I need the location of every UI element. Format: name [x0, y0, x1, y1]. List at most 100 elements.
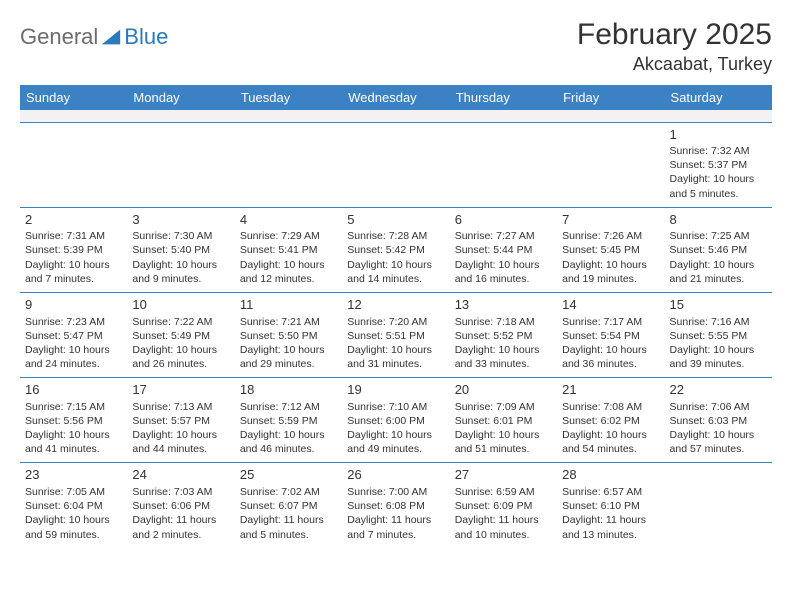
- sunset: Sunset: 5:54 PM: [562, 329, 659, 343]
- location: Akcaabat, Turkey: [577, 54, 772, 75]
- day-number: 6: [455, 211, 552, 229]
- calendar-cell: 20Sunrise: 7:09 AMSunset: 6:01 PMDayligh…: [450, 378, 557, 463]
- day-number: 23: [25, 466, 122, 484]
- daylight: Daylight: 10 hours and 24 minutes.: [25, 343, 122, 371]
- daylight: Daylight: 10 hours and 36 minutes.: [562, 343, 659, 371]
- day-info: Sunrise: 7:12 AMSunset: 5:59 PMDaylight:…: [240, 400, 337, 457]
- calendar-cell: 7Sunrise: 7:26 AMSunset: 5:45 PMDaylight…: [557, 207, 664, 292]
- sunset: Sunset: 6:09 PM: [455, 499, 552, 513]
- day-info: Sunrise: 7:25 AMSunset: 5:46 PMDaylight:…: [670, 229, 767, 286]
- sunset: Sunset: 5:55 PM: [670, 329, 767, 343]
- calendar-cell: [450, 122, 557, 207]
- daylight: Daylight: 10 hours and 5 minutes.: [670, 172, 767, 200]
- calendar-cell: 12Sunrise: 7:20 AMSunset: 5:51 PMDayligh…: [342, 292, 449, 377]
- sunrise: Sunrise: 7:13 AM: [132, 400, 229, 414]
- daylight: Daylight: 10 hours and 54 minutes.: [562, 428, 659, 456]
- day-number: 24: [132, 466, 229, 484]
- dayname-friday: Friday: [557, 85, 664, 110]
- daylight: Daylight: 10 hours and 46 minutes.: [240, 428, 337, 456]
- sunrise: Sunrise: 6:59 AM: [455, 485, 552, 499]
- daylight: Daylight: 11 hours and 13 minutes.: [562, 513, 659, 541]
- sunrise: Sunrise: 7:00 AM: [347, 485, 444, 499]
- calendar-cell: 3Sunrise: 7:30 AMSunset: 5:40 PMDaylight…: [127, 207, 234, 292]
- day-info: Sunrise: 7:21 AMSunset: 5:50 PMDaylight:…: [240, 315, 337, 372]
- day-info: Sunrise: 7:16 AMSunset: 5:55 PMDaylight:…: [670, 315, 767, 372]
- day-number: 28: [562, 466, 659, 484]
- sunset: Sunset: 6:06 PM: [132, 499, 229, 513]
- day-number: 9: [25, 296, 122, 314]
- sunrise: Sunrise: 7:05 AM: [25, 485, 122, 499]
- daylight: Daylight: 10 hours and 33 minutes.: [455, 343, 552, 371]
- day-info: Sunrise: 7:32 AMSunset: 5:37 PMDaylight:…: [670, 144, 767, 201]
- daylight: Daylight: 11 hours and 7 minutes.: [347, 513, 444, 541]
- daylight: Daylight: 10 hours and 31 minutes.: [347, 343, 444, 371]
- daylight: Daylight: 10 hours and 59 minutes.: [25, 513, 122, 541]
- calendar-cell: [20, 122, 127, 207]
- daylight: Daylight: 11 hours and 10 minutes.: [455, 513, 552, 541]
- day-number: 3: [132, 211, 229, 229]
- day-number: 17: [132, 381, 229, 399]
- day-number: 16: [25, 381, 122, 399]
- calendar-cell: 6Sunrise: 7:27 AMSunset: 5:44 PMDaylight…: [450, 207, 557, 292]
- daylight: Daylight: 10 hours and 49 minutes.: [347, 428, 444, 456]
- day-number: 22: [670, 381, 767, 399]
- sunrise: Sunrise: 7:22 AM: [132, 315, 229, 329]
- daylight: Daylight: 10 hours and 16 minutes.: [455, 258, 552, 286]
- calendar-cell: 17Sunrise: 7:13 AMSunset: 5:57 PMDayligh…: [127, 378, 234, 463]
- sunrise: Sunrise: 7:08 AM: [562, 400, 659, 414]
- header: General Blue February 2025 Akcaabat, Tur…: [20, 18, 772, 75]
- sunrise: Sunrise: 7:10 AM: [347, 400, 444, 414]
- daylight: Daylight: 10 hours and 26 minutes.: [132, 343, 229, 371]
- day-info: Sunrise: 7:15 AMSunset: 5:56 PMDaylight:…: [25, 400, 122, 457]
- sunrise: Sunrise: 6:57 AM: [562, 485, 659, 499]
- sunset: Sunset: 6:10 PM: [562, 499, 659, 513]
- daylight: Daylight: 10 hours and 14 minutes.: [347, 258, 444, 286]
- sunrise: Sunrise: 7:25 AM: [670, 229, 767, 243]
- sunrise: Sunrise: 7:17 AM: [562, 315, 659, 329]
- day-number: 21: [562, 381, 659, 399]
- dayname-wednesday: Wednesday: [342, 85, 449, 110]
- sunset: Sunset: 6:00 PM: [347, 414, 444, 428]
- daylight: Daylight: 10 hours and 51 minutes.: [455, 428, 552, 456]
- sunrise: Sunrise: 7:09 AM: [455, 400, 552, 414]
- sunset: Sunset: 5:44 PM: [455, 243, 552, 257]
- day-number: 14: [562, 296, 659, 314]
- calendar-week: 1Sunrise: 7:32 AMSunset: 5:37 PMDaylight…: [20, 122, 772, 207]
- calendar-cell: 10Sunrise: 7:22 AMSunset: 5:49 PMDayligh…: [127, 292, 234, 377]
- sunset: Sunset: 5:57 PM: [132, 414, 229, 428]
- day-info: Sunrise: 7:23 AMSunset: 5:47 PMDaylight:…: [25, 315, 122, 372]
- day-info: Sunrise: 7:03 AMSunset: 6:06 PMDaylight:…: [132, 485, 229, 542]
- calendar-cell: 19Sunrise: 7:10 AMSunset: 6:00 PMDayligh…: [342, 378, 449, 463]
- sunset: Sunset: 6:01 PM: [455, 414, 552, 428]
- calendar-cell: [665, 463, 772, 548]
- calendar-body: 1Sunrise: 7:32 AMSunset: 5:37 PMDaylight…: [20, 110, 772, 548]
- sunset: Sunset: 5:52 PM: [455, 329, 552, 343]
- sunset: Sunset: 5:47 PM: [25, 329, 122, 343]
- sunset: Sunset: 6:02 PM: [562, 414, 659, 428]
- day-info: Sunrise: 7:02 AMSunset: 6:07 PMDaylight:…: [240, 485, 337, 542]
- dayname-thursday: Thursday: [450, 85, 557, 110]
- day-number: 18: [240, 381, 337, 399]
- day-info: Sunrise: 7:08 AMSunset: 6:02 PMDaylight:…: [562, 400, 659, 457]
- sunrise: Sunrise: 7:03 AM: [132, 485, 229, 499]
- day-info: Sunrise: 7:20 AMSunset: 5:51 PMDaylight:…: [347, 315, 444, 372]
- logo-text-blue: Blue: [124, 24, 168, 50]
- sunrise: Sunrise: 7:30 AM: [132, 229, 229, 243]
- calendar-cell: 8Sunrise: 7:25 AMSunset: 5:46 PMDaylight…: [665, 207, 772, 292]
- calendar-cell: [342, 122, 449, 207]
- dayname-monday: Monday: [127, 85, 234, 110]
- daylight: Daylight: 11 hours and 5 minutes.: [240, 513, 337, 541]
- sunrise: Sunrise: 7:29 AM: [240, 229, 337, 243]
- sunrise: Sunrise: 7:18 AM: [455, 315, 552, 329]
- daylight: Daylight: 10 hours and 21 minutes.: [670, 258, 767, 286]
- calendar-cell: 15Sunrise: 7:16 AMSunset: 5:55 PMDayligh…: [665, 292, 772, 377]
- day-number: 20: [455, 381, 552, 399]
- calendar-cell: 2Sunrise: 7:31 AMSunset: 5:39 PMDaylight…: [20, 207, 127, 292]
- daylight: Daylight: 10 hours and 7 minutes.: [25, 258, 122, 286]
- day-number: 12: [347, 296, 444, 314]
- logo: General Blue: [20, 18, 168, 50]
- logo-text-general: General: [20, 24, 98, 50]
- calendar-cell: 23Sunrise: 7:05 AMSunset: 6:04 PMDayligh…: [20, 463, 127, 548]
- day-info: Sunrise: 7:28 AMSunset: 5:42 PMDaylight:…: [347, 229, 444, 286]
- day-info: Sunrise: 7:31 AMSunset: 5:39 PMDaylight:…: [25, 229, 122, 286]
